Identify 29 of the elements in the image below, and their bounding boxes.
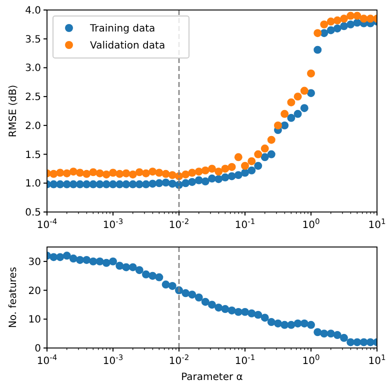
y-tick-label: 1.0 xyxy=(25,178,41,190)
x-tick-label: 10$^{1}$ xyxy=(368,216,386,231)
y-axis-title: No. features xyxy=(8,266,19,328)
y-tick-label: 1.5 xyxy=(25,150,41,161)
y-tick-label: 0 xyxy=(34,344,41,354)
x-tick-label: 10$^{-1}$ xyxy=(234,216,256,231)
x-tick-label: 10$^{0}$ xyxy=(302,216,320,231)
y-tick-label: 2.0 xyxy=(25,120,41,132)
x-tick-label: 10$^{1}$ xyxy=(368,352,386,367)
x-tick-label: 10$^{-1}$ xyxy=(234,352,256,367)
x-tick-label: 10$^{-3}$ xyxy=(102,216,124,231)
y-tick-label: 20 xyxy=(28,286,41,297)
y-tick-label: 3.0 xyxy=(25,63,41,74)
x-axis-title: Parameter α xyxy=(181,372,244,383)
x-tick-label: 10$^{-4}$ xyxy=(36,216,58,231)
x-tick-label: 10$^{-2}$ xyxy=(168,216,190,231)
x-tick-label: 10$^{-3}$ xyxy=(102,352,124,367)
y-tick-label: 30 xyxy=(28,256,41,268)
legend-label: Validation data xyxy=(90,40,166,52)
y-axis-title: RMSE (dB) xyxy=(8,84,19,138)
x-tick-label: 10$^{-4}$ xyxy=(36,352,58,367)
y-tick-label: 10 xyxy=(28,314,41,326)
legend-label: Training data xyxy=(89,24,156,34)
y-tick-label: 0.5 xyxy=(25,208,41,218)
x-tick-label: 10$^{-2}$ xyxy=(168,352,190,367)
y-tick-label: 4.0 xyxy=(25,6,41,16)
x-tick-label: 10$^{0}$ xyxy=(302,352,320,367)
y-tick-label: 2.5 xyxy=(25,92,41,104)
y-tick-label: 3.5 xyxy=(25,34,41,46)
